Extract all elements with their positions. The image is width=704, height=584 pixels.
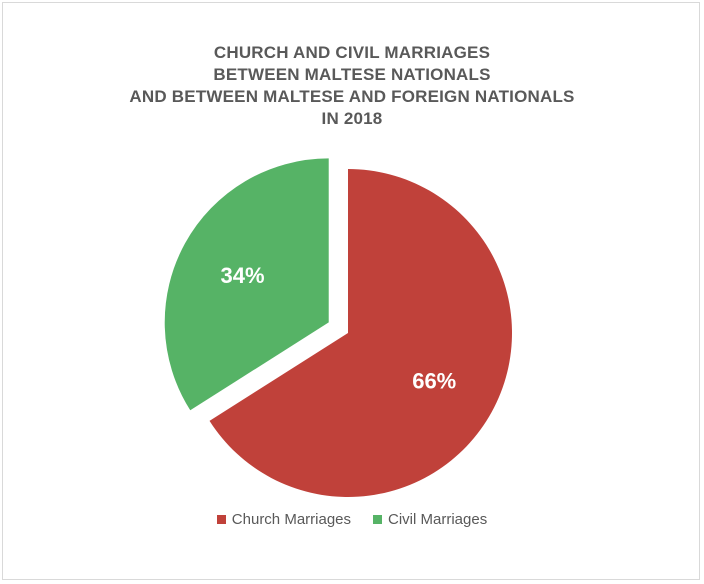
- legend-label: Civil Marriages: [388, 511, 488, 528]
- legend-label: Church Marriages: [231, 511, 352, 528]
- chart-legend: Church Marriages Civil Marriages: [0, 511, 704, 528]
- chart-title-line-2: BETWEEN MALTESE NATIONALS: [213, 65, 491, 84]
- legend-swatch: [216, 515, 226, 524]
- pie-slice-civil-marriages: [164, 158, 329, 411]
- chart-title-line-1: CHURCH AND CIVIL MARRIAGES: [213, 43, 491, 62]
- legend-item-church-marriages: Church Marriages: [216, 511, 352, 528]
- chart-title-line-3: AND BETWEEN MALTESE AND FOREIGN NATIONAL…: [129, 87, 575, 106]
- legend-swatch: [373, 515, 383, 524]
- data-label-church-marriages: 66%: [412, 368, 456, 393]
- chart-title: CHURCH AND CIVIL MARRIAGES BETWEEN MALTE…: [0, 42, 704, 130]
- data-label-civil-marriages: 34%: [220, 263, 264, 288]
- chart-title-line-4: IN 2018: [321, 109, 383, 128]
- legend-item-civil-marriages: Civil Marriages: [373, 511, 487, 528]
- pie-slice-church-marriages: [209, 169, 513, 498]
